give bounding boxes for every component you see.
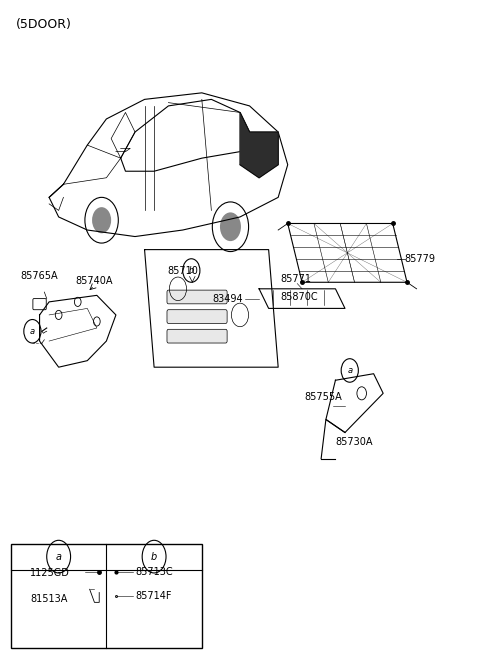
Text: 85713C: 85713C <box>135 567 173 577</box>
Circle shape <box>220 213 241 241</box>
Text: 85765A: 85765A <box>21 271 59 281</box>
Text: a: a <box>56 552 61 562</box>
Text: a: a <box>30 327 35 336</box>
Text: b: b <box>189 266 194 275</box>
Text: 85714F: 85714F <box>135 591 171 601</box>
FancyBboxPatch shape <box>167 329 227 343</box>
Text: 85730A: 85730A <box>336 438 373 447</box>
Text: 85870C: 85870C <box>281 292 318 302</box>
Circle shape <box>92 207 111 234</box>
Text: 83494: 83494 <box>213 294 243 304</box>
Text: (5DOOR): (5DOOR) <box>16 18 72 31</box>
Text: 85755A: 85755A <box>304 392 342 401</box>
Text: 1125GD: 1125GD <box>30 568 70 578</box>
FancyBboxPatch shape <box>167 310 227 323</box>
Text: 85779: 85779 <box>405 255 436 264</box>
Text: 85771: 85771 <box>281 274 312 283</box>
Text: b: b <box>151 552 157 562</box>
Text: 85710: 85710 <box>168 266 198 276</box>
Text: a: a <box>347 366 352 375</box>
Text: 81513A: 81513A <box>30 594 67 604</box>
FancyBboxPatch shape <box>11 544 202 648</box>
FancyBboxPatch shape <box>167 290 227 304</box>
FancyBboxPatch shape <box>33 298 46 310</box>
Polygon shape <box>240 112 278 178</box>
Text: 85740A: 85740A <box>76 276 113 285</box>
